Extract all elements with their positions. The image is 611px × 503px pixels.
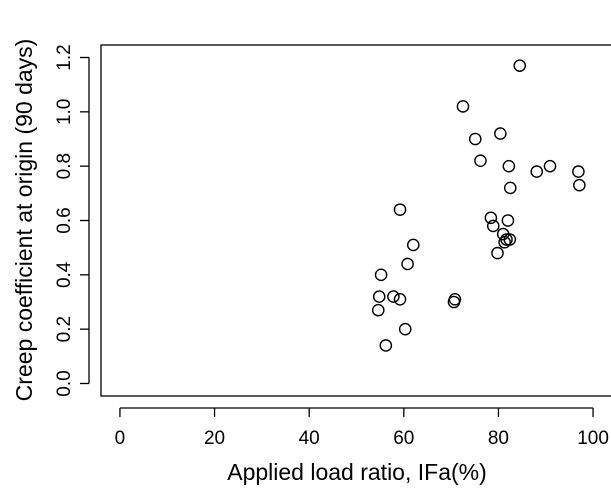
data-point: [503, 233, 517, 246]
data-point: [501, 214, 515, 227]
data-point: [387, 290, 400, 303]
data-point: [572, 165, 585, 178]
y-axis: 0.0 0.2 0.4 0.6 0.8 1.0 1.2: [54, 44, 90, 397]
data-point: [406, 238, 420, 252]
plot-frame: [100, 44, 611, 397]
x-tick-label: 60: [393, 428, 414, 449]
data-point: [456, 100, 470, 113]
data-point: [484, 211, 498, 225]
data-point: [543, 159, 557, 173]
y-tick-label: 0.0: [54, 370, 75, 396]
x-tick-label: 20: [204, 428, 225, 449]
data-point: [502, 159, 516, 173]
x-tick-label: 0: [115, 428, 126, 449]
data-points: [371, 59, 586, 352]
data-point: [379, 339, 393, 352]
data-point: [374, 268, 388, 282]
data-point: [494, 127, 507, 140]
x-tick-label: 80: [488, 428, 509, 449]
data-point: [393, 292, 407, 306]
y-tick-label: 1.0: [54, 99, 75, 125]
data-point: [513, 59, 527, 72]
x-axis: 0 20 40 60 80 100: [115, 407, 609, 449]
data-point: [503, 181, 517, 195]
data-point: [486, 219, 500, 233]
data-point: [448, 292, 462, 306]
data-point: [401, 257, 414, 271]
y-tick-label: 0.2: [54, 316, 75, 342]
data-point: [500, 233, 513, 246]
data-point: [393, 203, 407, 216]
data-point: [371, 303, 385, 317]
data-point: [468, 132, 482, 146]
y-tick-label: 0.4: [54, 261, 75, 288]
y-tick-label: 0.6: [54, 207, 75, 233]
x-axis-title: Applied load ratio, IFa(%): [227, 459, 487, 485]
data-point: [372, 290, 386, 303]
x-tick-label: 40: [299, 428, 320, 449]
data-point: [530, 165, 544, 178]
data-point: [573, 178, 586, 192]
data-point: [491, 246, 504, 260]
y-tick-label: 0.8: [54, 153, 75, 179]
y-axis-title: Creep coefficient at origin (90 days): [11, 39, 37, 402]
y-tick-label: 1.2: [54, 44, 75, 70]
data-point: [474, 154, 487, 168]
data-point: [398, 322, 412, 336]
x-tick-label: 100: [577, 428, 609, 449]
